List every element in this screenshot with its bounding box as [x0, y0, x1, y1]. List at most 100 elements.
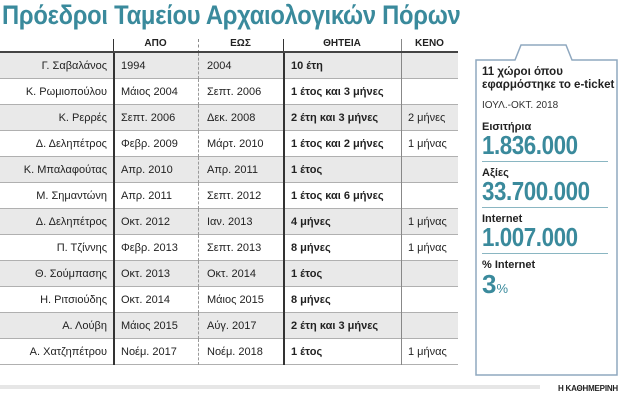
header-from: ΑΠΟ [144, 38, 167, 49]
divider [113, 313, 115, 339]
divider [198, 157, 199, 183]
cell-term: 1 έτος και 2 μήνες [291, 138, 384, 150]
cell-to: Αύγ. 2017 [207, 320, 257, 332]
percent-sign: % [496, 281, 509, 296]
stat-tickets: Εισιτήρια 1.836.000 [482, 121, 616, 162]
divider [283, 287, 285, 313]
cell-from: Φεβρ. 2013 [121, 242, 178, 254]
stat-label: Internet [482, 213, 523, 225]
cell-from: Νοέμ. 2017 [121, 346, 177, 358]
divider [198, 105, 199, 131]
divider [283, 53, 285, 79]
cell-to: Δεκ. 2008 [207, 112, 256, 124]
header-rule [0, 51, 458, 53]
cell-from: Οκτ. 2012 [121, 216, 170, 228]
cell-name: Κ. Μπαλαφούτας [23, 164, 107, 176]
divider [113, 235, 115, 261]
cell-from: Σεπτ. 2006 [121, 112, 176, 124]
ticket-stats-box: 11 χώροι όπου εφαρμόστηκε το e-ticket ΙΟ… [476, 60, 616, 302]
divider [113, 105, 115, 131]
divider [283, 79, 285, 105]
header-gap: ΚΕΝΟ [415, 38, 444, 49]
divider [198, 235, 199, 261]
cell-to: Σεπτ. 2013 [207, 242, 262, 254]
stat-internet-percent: % Internet 3% [482, 259, 616, 302]
cell-to: Οκτ. 2014 [207, 268, 256, 280]
cell-term: 8 μήνες [291, 294, 331, 306]
divider [198, 261, 199, 287]
divider [113, 339, 115, 365]
stat-value: 33.700.000 [482, 176, 590, 206]
cell-term: 1 έτος [291, 346, 323, 358]
table-row: Κ. Μπαλαφούτας Απρ. 2010 Απρ. 2011 1 έτος [0, 157, 458, 183]
table-row: Π. Τζίννης Φεβρ. 2013 Σεπτ. 2013 8 μήνες 1 μ… [0, 235, 458, 261]
divider [283, 313, 285, 339]
sidebox-period: ΙΟΥΛ.-ΟΚΤ. 2018 [482, 100, 559, 111]
divider [401, 235, 402, 261]
divider [198, 53, 199, 79]
stat-revenue: Αξίες 33.700.000 [482, 167, 616, 208]
cell-from: Φεβρ. 2009 [121, 138, 178, 150]
stat-label: % Internet [482, 259, 536, 271]
divider [198, 339, 199, 365]
cell-gap: 2 μήνες [408, 112, 446, 124]
divider [283, 209, 285, 235]
cell-name: Θ. Σούμπασης [35, 268, 107, 280]
divider [482, 207, 608, 208]
cell-from: Μάιος 2004 [121, 86, 178, 98]
cell-term: 1 έτος [291, 164, 323, 176]
cell-term: 10 έτη [291, 60, 323, 72]
divider [113, 261, 115, 287]
cell-name: Π. Τζίννης [56, 242, 107, 254]
cell-from: 1994 [121, 60, 146, 72]
divider [482, 161, 608, 162]
cell-gap: 1 μήνας [408, 138, 447, 150]
cell-from: Απρ. 2011 [121, 190, 172, 202]
table-row: Κ. Ρερρές Σεπτ. 2006 Δεκ. 2008 2 έτη και 3 … [0, 105, 458, 131]
cell-term: 2 έτη και 3 μήνες [291, 320, 379, 332]
divider [283, 183, 285, 209]
cell-name: Δ. Δεληπέτρος [35, 138, 107, 150]
cell-to: Ιαν. 2013 [207, 216, 253, 228]
divider [113, 183, 115, 209]
table-row: Θ. Σούμπασης Οκτ. 2013 Οκτ. 2014 1 έτος [0, 261, 458, 287]
divider [401, 261, 402, 287]
cell-from: Απρ. 2010 [121, 164, 173, 176]
table-row: Α. Λούβη Μάιος 2015 Αύγ. 2017 2 έτη και 3 μ… [0, 313, 458, 339]
page-title: Πρόεδροι Ταμείου Αρχαιολογικών Πόρων [2, 0, 461, 30]
cell-to: Μάιος 2015 [207, 294, 264, 306]
divider [283, 105, 285, 131]
sidebox-intro: 11 χώροι όπου εφαρμόστηκε το e-ticket [482, 66, 615, 91]
table-row: Μ. Σημαντώνη Απρ. 2011 Σεπτ. 2012 1 έτος κα… [0, 183, 458, 209]
divider [113, 157, 115, 183]
divider [401, 183, 402, 209]
divider [401, 131, 402, 157]
cell-from: Οκτ. 2013 [121, 268, 170, 280]
divider [113, 131, 115, 157]
table-row: Γ. Σαβαλάνος 1994 2004 10 έτη [0, 53, 458, 79]
divider [401, 339, 402, 365]
cell-name: Α. Λούβη [62, 320, 107, 332]
stat-value: 1.836.000 [482, 130, 578, 160]
divider [401, 105, 402, 131]
divider [198, 79, 199, 105]
divider [283, 339, 285, 365]
divider [198, 313, 199, 339]
header-to: ΕΩΣ [230, 38, 251, 49]
cell-term: 4 μήνες [291, 216, 331, 228]
cell-gap: 1 μήνας [408, 242, 447, 254]
cell-term: 1 έτος και 6 μήνες [291, 190, 384, 202]
divider [198, 287, 199, 313]
divider [401, 39, 402, 53]
cell-to: Μάρτ. 2010 [207, 138, 264, 150]
stat-label: Εισιτήρια [482, 121, 532, 133]
divider [113, 79, 115, 105]
divider [198, 183, 199, 209]
presidents-table: ΑΠΟ ΕΩΣ ΘΗΤΕΙΑ ΚΕΝΟ Γ. Σαβαλάνος 1994 2004… [0, 37, 458, 365]
divider [113, 209, 115, 235]
divider [283, 157, 285, 183]
cell-term: 2 έτη και 3 μήνες [291, 112, 379, 124]
divider [113, 53, 115, 79]
cell-name: Γ. Σαβαλάνος [41, 60, 107, 72]
footer-bar [0, 385, 540, 389]
